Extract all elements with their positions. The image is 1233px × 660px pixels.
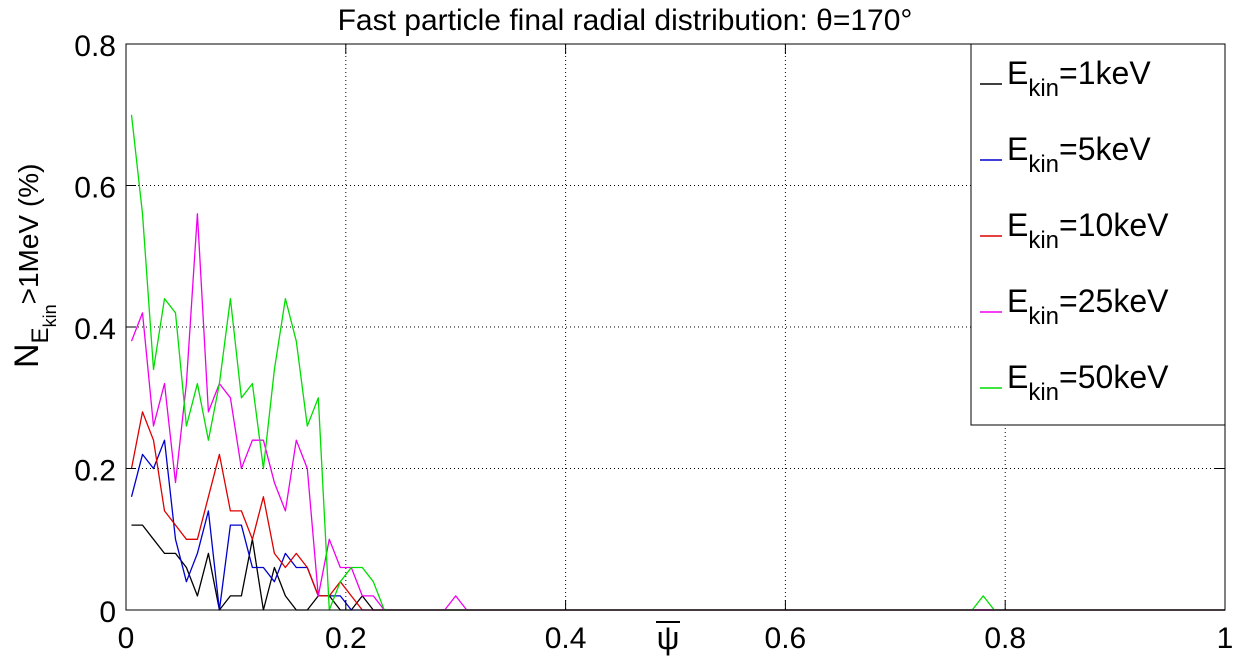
legend-entry-sub: kin — [1028, 379, 1059, 406]
legend-entry-sub: kin — [1028, 151, 1059, 178]
legend: Ekin=1keVEkin=5keVEkin=10keVEkin=25keVEk… — [970, 43, 1226, 426]
legend-entry-5: Ekin=50keV — [1007, 359, 1169, 406]
series-line-2 — [130, 439, 1225, 611]
x-axis-label: ψ — [656, 620, 680, 656]
x-tick-label: 1 — [1217, 622, 1233, 655]
x-tick-label: 0.6 — [765, 622, 807, 655]
y-tick-label: 0.4 — [74, 313, 116, 346]
legend-entry-main: E — [1007, 207, 1028, 243]
legend-entry-3: Ekin=10keV — [1007, 207, 1169, 254]
legend-entry-2: Ekin=5keV — [1007, 131, 1151, 178]
legend-entry-sub: kin — [1028, 303, 1059, 330]
x-tick-label: 0.2 — [325, 622, 367, 655]
legend-entry-main: E — [1007, 283, 1028, 319]
y-axis-label-main: N — [8, 343, 46, 368]
x-tick-label: 0.8 — [984, 622, 1026, 655]
legend-entry-tail: =25keV — [1059, 283, 1169, 319]
x-axis-label-text: ψ — [657, 620, 680, 656]
legend-entry-sub: kin — [1028, 227, 1059, 254]
legend-entry-main: E — [1007, 55, 1028, 91]
y-tick-label: 0 — [99, 596, 116, 629]
series-line-3 — [130, 411, 1225, 611]
legend-entry-1: Ekin=1keV — [1007, 55, 1151, 102]
legend-entry-4: Ekin=25keV — [1007, 283, 1169, 330]
y-tick-label: 0.6 — [74, 172, 116, 205]
legend-entry-sub: kin — [1028, 75, 1059, 102]
legend-box — [970, 43, 1226, 426]
legend-entry-tail: =1keV — [1059, 55, 1151, 91]
y-axis-label-tail: >1MeV (%) — [13, 164, 44, 305]
x-tick-label: 0 — [118, 622, 135, 655]
series-line-5 — [130, 114, 1225, 611]
legend-entry-tail: =10keV — [1059, 207, 1169, 243]
tick-labels: 0 0.2 0.4 0.6 0.8 1 0 0.2 0.4 0.6 0.8 — [74, 30, 1233, 655]
y-axis-label-text: NEkin>1MeV (%) — [8, 164, 60, 368]
legend-entry-tail: =50keV — [1059, 359, 1169, 395]
legend-entry-tail: =5keV — [1059, 131, 1151, 167]
y-axis-label-subsub: kin — [40, 304, 60, 327]
y-tick-label: 0.8 — [74, 30, 116, 63]
series-line-4 — [130, 213, 1225, 611]
x-tick-label: 0.4 — [545, 622, 587, 655]
legend-entry-main: E — [1007, 359, 1028, 395]
legend-entry-main: E — [1007, 131, 1028, 167]
y-tick-label: 0.2 — [74, 455, 116, 488]
y-axis-label-sub: E — [27, 327, 54, 343]
y-axis-label: NEkin>1MeV (%) — [8, 164, 60, 368]
series-line-1 — [131, 524, 1225, 611]
chart-title: Fast particle final radial distribution:… — [338, 4, 913, 37]
